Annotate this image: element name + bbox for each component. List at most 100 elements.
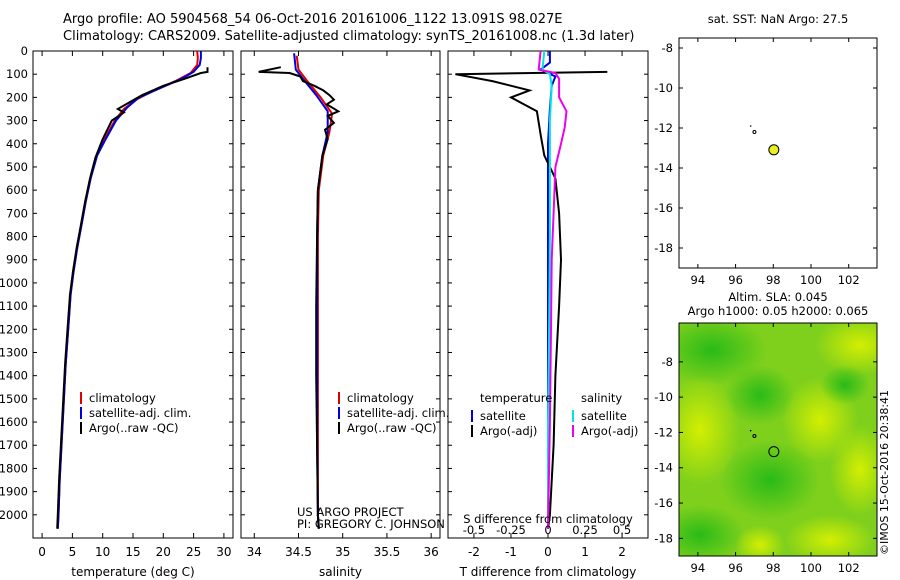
diff-xlabel2: S difference from climatology: [463, 512, 633, 526]
depth-tick-label: 1200: [0, 322, 28, 336]
sla-map-xtick-label: 100: [800, 561, 822, 575]
salinity-xtick-label: 35.5: [374, 545, 401, 559]
temperature-xtick-label: 10: [95, 545, 110, 559]
depth-tick-label: 900: [6, 253, 28, 267]
annotation-line1: US ARGO PROJECT: [297, 505, 405, 519]
difference-xtick-label: -1: [505, 545, 517, 559]
depth-tick-label: 400: [6, 137, 28, 151]
sst-map-xtick-label: 102: [838, 273, 860, 287]
sla-track-point: [749, 429, 752, 432]
sla-map-xtick-label: 98: [766, 561, 781, 575]
sla-track-point: [752, 433, 757, 438]
depth-tick-label: 1400: [0, 369, 28, 383]
depth-tick-label: 1800: [0, 461, 28, 475]
sla-map-xtick-label: 94: [691, 561, 706, 575]
sla-map-xtick-label: 102: [838, 561, 860, 575]
diff-xtick-top-label: -0.5: [463, 523, 485, 537]
diff-legend-label: satellite: [581, 409, 627, 423]
depth-tick-label: 600: [6, 183, 28, 197]
depth-tick-label: 700: [6, 206, 28, 220]
salinity-xtick-label: 35: [335, 545, 350, 559]
difference-series-3: [537, 50, 568, 529]
salinity-series-2: [258, 66, 341, 529]
depth-tick-label: 500: [6, 160, 28, 174]
sst-map-xtick-label: 98: [766, 273, 781, 287]
difference-xtick-label: 0: [544, 545, 552, 559]
diff-legend-title-t: temperature: [480, 391, 552, 405]
sst-map-xtick-label: 100: [800, 273, 822, 287]
difference-series-1: [455, 70, 608, 529]
depth-tick-label: 2000: [0, 508, 28, 522]
diff-legend-label: Argo(-adj): [581, 424, 638, 438]
depth-tick-label: 1600: [0, 415, 28, 429]
diff-xtick-top-label: -0.25: [496, 523, 526, 537]
temperature-xtick-label: 30: [216, 545, 231, 559]
sla-argo-marker: [768, 446, 780, 458]
diff-xtick-top-label: 0.5: [613, 523, 631, 537]
temperature-xtick-label: 25: [186, 545, 201, 559]
salinity-legend-label: Argo(..raw -QC): [347, 421, 437, 435]
temperature-xtick-label: 15: [125, 545, 140, 559]
temperature-xtick-label: 5: [69, 545, 77, 559]
temperature-xtick-label: 0: [38, 545, 46, 559]
salinity-xtick-label: 34: [247, 545, 262, 559]
depth-tick-label: 300: [6, 114, 28, 128]
diff-legend-label: Argo(-adj): [480, 424, 537, 438]
salinity-legend-label: satellite-adj. clim.: [347, 406, 449, 420]
header-line2: Climatology: CARS2009. Satellite-adjuste…: [63, 29, 635, 44]
depth-tick-label: 1300: [0, 345, 28, 359]
salinity-legend-label: climatology: [347, 391, 414, 405]
salinity-series-1: [293, 53, 329, 529]
depth-tick-label: 200: [6, 90, 28, 104]
diff-legend-title-s: salinity: [581, 391, 622, 405]
depth-tick-label: 1500: [0, 392, 28, 406]
sla-map-ytick-label: -16: [654, 496, 673, 510]
diff-xtick-top-label: 0: [544, 523, 551, 537]
difference-xlabel: T difference from climatology: [459, 565, 637, 579]
depth-tick-label: 0: [21, 44, 28, 58]
sst-map-ytick-label: -14: [654, 161, 673, 175]
temperature-legend-label: climatology: [89, 391, 156, 405]
diff-xtick-top-label: 0.25: [572, 523, 598, 537]
temperature-xtick-label: 20: [156, 545, 171, 559]
sst-map-ytick-label: -16: [654, 201, 673, 215]
depth-tick-label: 1700: [0, 438, 28, 452]
sla-map-ytick-label: -12: [654, 425, 673, 439]
sst-map-xtick-label: 94: [691, 273, 706, 287]
salinity-frame: [240, 50, 441, 539]
sla-map-subtitle: Argo h1000: 0.05 h2000: 0.065: [688, 304, 869, 318]
sst-map-frame: [678, 37, 878, 269]
salinity-xtick-label: 36: [424, 545, 439, 559]
sst-map-ytick-label: -8: [662, 41, 673, 55]
sst-map-ytick-label: -18: [654, 241, 673, 255]
sst-track-point: [749, 125, 752, 127]
sla-heatmap: [679, 323, 877, 556]
temperature-series-1: [56, 51, 202, 529]
temperature-legend-label: Argo(..raw -QC): [89, 421, 179, 435]
salinity-xtick-label: 34.5: [285, 545, 312, 559]
depth-tick-label: 100: [6, 67, 28, 81]
sst-track-point: [752, 130, 757, 134]
sst-map-ytick-label: -12: [654, 121, 673, 135]
depth-tick-label: 800: [6, 230, 28, 244]
difference-xtick-label: 1: [581, 545, 589, 559]
sla-map-ytick-label: -18: [654, 531, 673, 545]
sla-map-ytick-label: -14: [654, 461, 673, 475]
sst-map-ytick-label: -10: [654, 81, 673, 95]
temperature-frame: [32, 50, 234, 539]
temperature-xlabel: temperature (deg C): [71, 565, 194, 579]
depth-tick-label: 1900: [0, 485, 28, 499]
depth-tick-label: 1100: [0, 299, 28, 313]
sst-argo-marker: [768, 144, 780, 156]
salinity-xlabel: salinity: [319, 565, 362, 579]
sla-map-title: Altim. SLA: 0.045: [728, 290, 827, 304]
difference-xtick-label: 2: [618, 545, 626, 559]
temperature-series-2: [56, 67, 209, 529]
annotation-line2: PI: GREGORY C. JOHNSON: [297, 517, 445, 531]
temperature-legend-label: satellite-adj. clim.: [89, 406, 191, 420]
sla-map-ytick-label: -10: [654, 390, 673, 404]
sla-map-ytick-label: -8: [662, 355, 673, 369]
header-line1: Argo profile: AO 5904568_54 06-Oct-2016 …: [63, 12, 563, 27]
sla-map-frame: [678, 322, 878, 557]
